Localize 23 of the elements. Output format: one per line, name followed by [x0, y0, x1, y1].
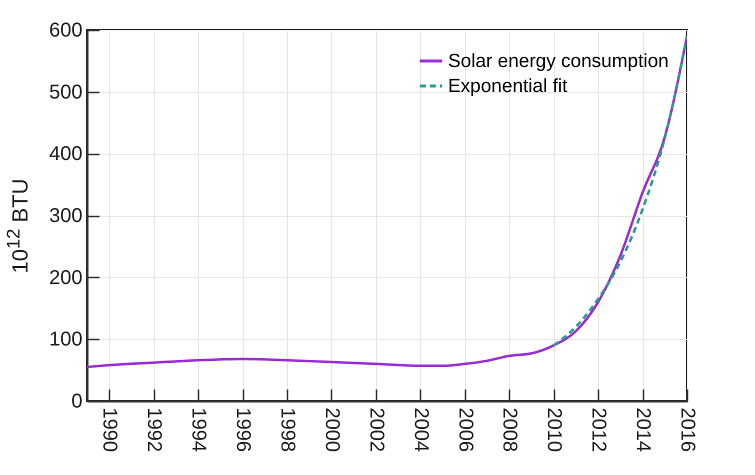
y-tick-label: 100 — [49, 328, 82, 351]
x-tick-label: 2008 — [498, 408, 521, 452]
x-tick-label: 2012 — [588, 408, 610, 452]
y-tick-label: 400 — [49, 143, 82, 166]
y-tick-label: 200 — [49, 266, 82, 289]
y-tick-label: 600 — [49, 20, 82, 42]
y-tick-label: 0 — [71, 390, 82, 412]
x-tick-label: 1992 — [143, 408, 166, 452]
x-tick-label: 2000 — [320, 408, 343, 452]
legend-label: Exponential fit — [448, 76, 568, 97]
x-tick-label: 1998 — [276, 408, 298, 452]
y-tick-label: 300 — [49, 205, 82, 227]
x-tick-label: 2010 — [543, 408, 566, 452]
x-tick-label: 2014 — [632, 408, 654, 452]
x-tick-label: 1994 — [188, 408, 210, 452]
x-tick-label: 1990 — [98, 408, 121, 452]
x-tick-label: 2004 — [410, 408, 432, 452]
x-tick-label: 2016 — [676, 408, 698, 452]
x-tick-label: 2002 — [365, 408, 388, 452]
x-tick-label: 1996 — [232, 408, 254, 452]
y-tick-label: 500 — [49, 81, 82, 104]
legend-label: Solar energy consumption — [448, 51, 669, 72]
x-tick-label: 2006 — [454, 408, 476, 452]
